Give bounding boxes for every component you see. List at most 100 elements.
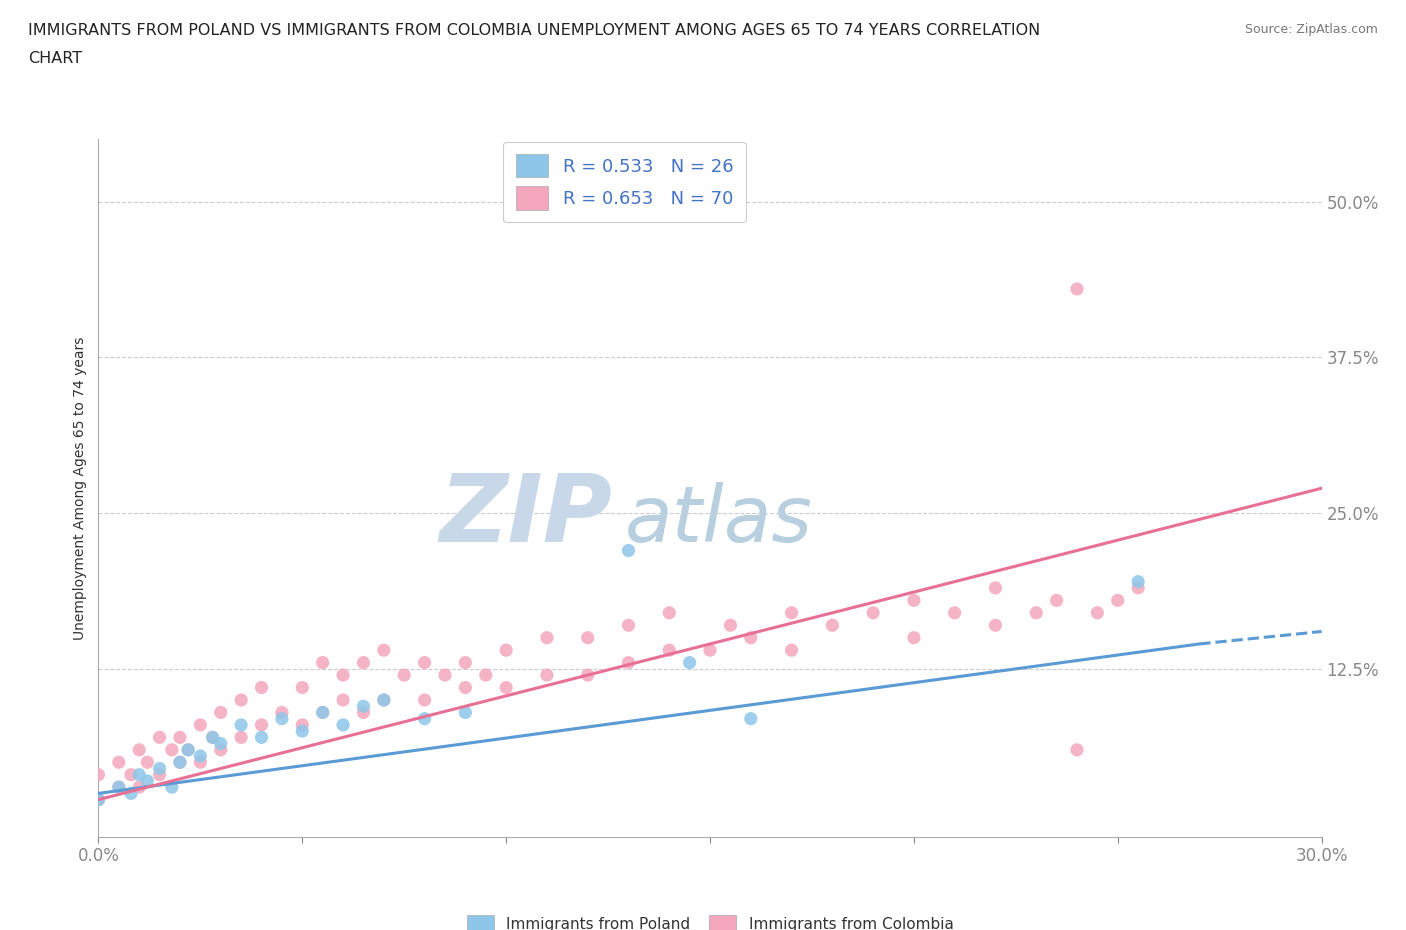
Point	[352, 698, 374, 713]
Point	[209, 705, 232, 720]
Point	[413, 711, 436, 726]
Point	[1025, 605, 1047, 620]
Text: IMMIGRANTS FROM POLAND VS IMMIGRANTS FROM COLOMBIA UNEMPLOYMENT AMONG AGES 65 TO: IMMIGRANTS FROM POLAND VS IMMIGRANTS FRO…	[28, 23, 1040, 38]
Point	[718, 618, 742, 632]
Point	[87, 767, 110, 782]
Point	[1085, 605, 1108, 620]
Point	[332, 717, 354, 732]
Point	[454, 655, 477, 670]
Point	[128, 779, 150, 794]
Point	[617, 618, 640, 632]
Point	[1128, 580, 1150, 595]
Point	[984, 618, 1007, 632]
Point	[87, 792, 110, 807]
Point	[169, 730, 191, 745]
Point	[209, 737, 232, 751]
Point	[1107, 593, 1129, 608]
Point	[231, 730, 253, 745]
Point	[108, 779, 131, 794]
Point	[312, 705, 335, 720]
Point	[188, 755, 212, 770]
Point	[1128, 574, 1150, 589]
Point	[120, 786, 142, 801]
Point	[250, 717, 273, 732]
Point	[209, 742, 232, 757]
Legend: Immigrants from Poland, Immigrants from Colombia: Immigrants from Poland, Immigrants from …	[458, 908, 962, 930]
Point	[149, 730, 172, 745]
Point	[169, 755, 191, 770]
Point	[87, 792, 110, 807]
Point	[495, 643, 517, 658]
Point	[495, 680, 517, 695]
Point	[740, 631, 762, 645]
Point	[352, 705, 374, 720]
Point	[1045, 593, 1069, 608]
Point	[332, 668, 354, 683]
Point	[454, 680, 477, 695]
Point	[392, 668, 416, 683]
Y-axis label: Unemployment Among Ages 65 to 74 years: Unemployment Among Ages 65 to 74 years	[73, 337, 87, 640]
Point	[250, 730, 273, 745]
Point	[312, 655, 335, 670]
Point	[1066, 282, 1088, 297]
Point	[617, 655, 640, 670]
Point	[201, 730, 224, 745]
Point	[679, 655, 702, 670]
Point	[984, 580, 1007, 595]
Point	[862, 605, 884, 620]
Point	[413, 655, 436, 670]
Text: Source: ZipAtlas.com: Source: ZipAtlas.com	[1244, 23, 1378, 36]
Point	[291, 724, 314, 738]
Point	[136, 774, 159, 789]
Point	[413, 693, 436, 708]
Point	[576, 668, 599, 683]
Point	[291, 717, 314, 732]
Point	[160, 742, 183, 757]
Point	[373, 693, 395, 708]
Point	[1066, 742, 1088, 757]
Point	[821, 618, 844, 632]
Point	[128, 767, 150, 782]
Point	[780, 643, 803, 658]
Point	[780, 605, 803, 620]
Point	[943, 605, 966, 620]
Point	[177, 742, 200, 757]
Point	[312, 705, 335, 720]
Point	[270, 711, 294, 726]
Point	[188, 749, 212, 764]
Point	[250, 680, 273, 695]
Text: atlas: atlas	[624, 482, 813, 558]
Point	[903, 631, 925, 645]
Point	[120, 767, 142, 782]
Point	[352, 655, 374, 670]
Point	[617, 543, 640, 558]
Point	[373, 693, 395, 708]
Point	[740, 711, 762, 726]
Point	[177, 742, 200, 757]
Point	[434, 668, 457, 683]
Point	[160, 779, 183, 794]
Point	[658, 605, 681, 620]
Point	[291, 680, 314, 695]
Point	[188, 717, 212, 732]
Point	[108, 755, 131, 770]
Point	[128, 742, 150, 757]
Point	[149, 761, 172, 776]
Point	[270, 705, 294, 720]
Point	[903, 593, 925, 608]
Point	[231, 717, 253, 732]
Point	[136, 755, 159, 770]
Point	[149, 767, 172, 782]
Point	[201, 730, 224, 745]
Point	[231, 693, 253, 708]
Text: CHART: CHART	[28, 51, 82, 66]
Point	[332, 693, 354, 708]
Point	[169, 755, 191, 770]
Point	[108, 779, 131, 794]
Point	[454, 705, 477, 720]
Point	[373, 643, 395, 658]
Point	[536, 668, 558, 683]
Point	[658, 643, 681, 658]
Point	[576, 631, 599, 645]
Text: ZIP: ZIP	[439, 471, 612, 562]
